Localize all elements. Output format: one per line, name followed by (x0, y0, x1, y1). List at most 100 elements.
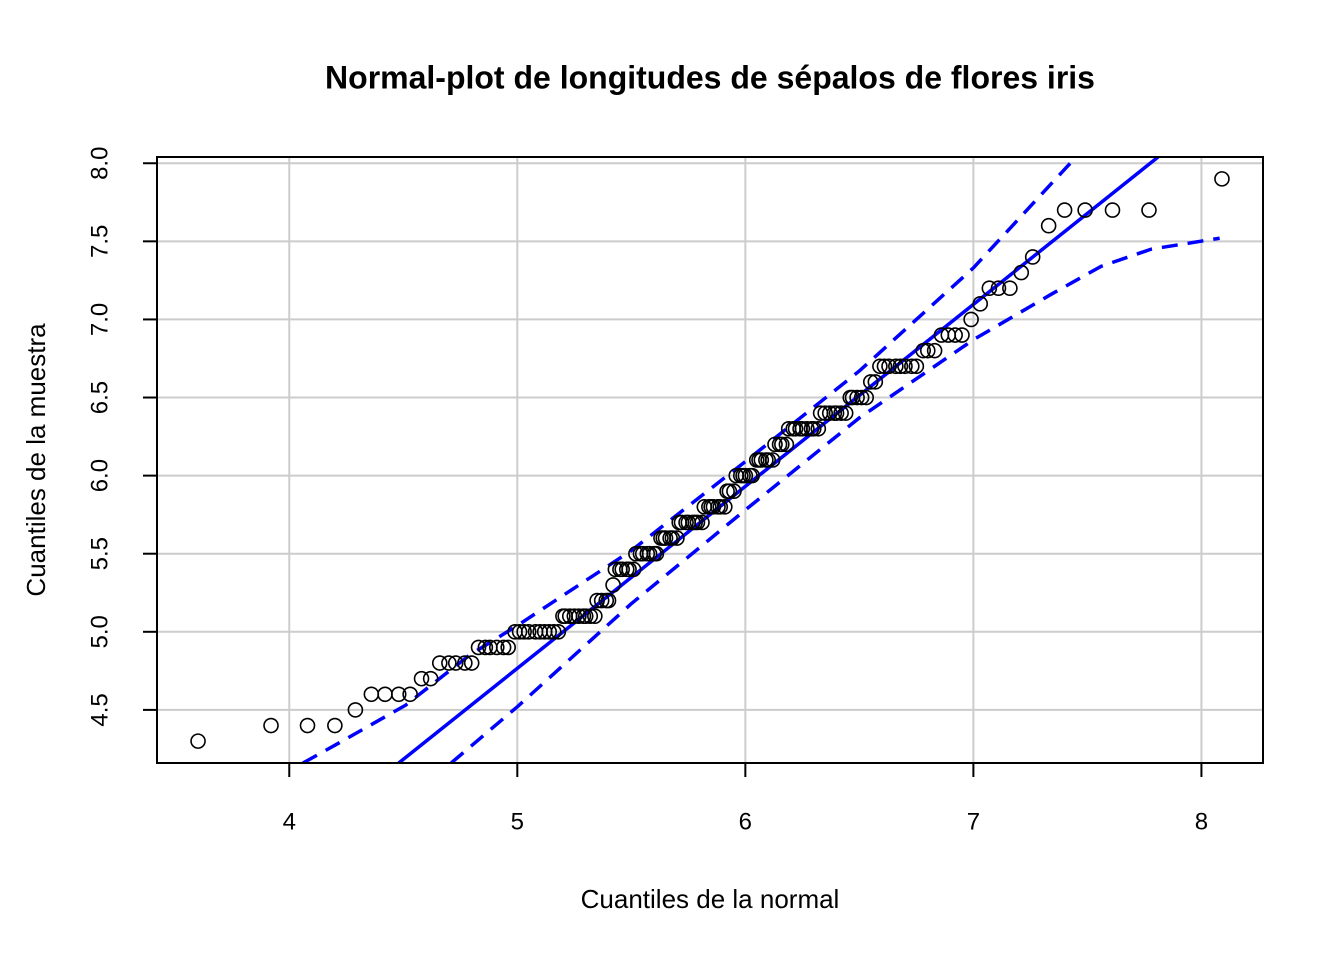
point (787, 420, 804, 437)
point (463, 655, 480, 671)
point (828, 405, 845, 421)
point (664, 530, 681, 546)
point (571, 608, 587, 624)
point (904, 358, 920, 375)
point (541, 624, 558, 640)
reference-line (397, 157, 1160, 763)
plot-frame (156, 156, 1264, 764)
point (954, 327, 970, 343)
confidence-envelope (450, 236, 1220, 763)
point (582, 608, 599, 624)
point (1002, 280, 1018, 296)
x-tick-label: 6 (739, 808, 752, 835)
point (621, 561, 637, 578)
x-tick-label: 5 (511, 808, 524, 835)
grid (157, 157, 1263, 763)
point (1141, 202, 1157, 218)
x-tick-label: 4 (283, 808, 296, 835)
point (760, 452, 776, 468)
point (726, 483, 742, 500)
point (888, 358, 904, 375)
point (457, 655, 473, 671)
confidence-envelope (302, 157, 1078, 763)
point (881, 358, 897, 375)
point (566, 608, 583, 624)
point (470, 639, 487, 656)
point (867, 374, 884, 390)
point (872, 358, 888, 375)
point (413, 670, 430, 687)
point (717, 499, 733, 515)
point (705, 499, 722, 515)
point (817, 405, 833, 421)
y-tick-label: 4.5 (86, 693, 113, 726)
point (926, 342, 943, 359)
point (1214, 171, 1230, 187)
point (849, 389, 865, 406)
point (778, 436, 795, 453)
point (897, 358, 913, 375)
point (500, 639, 516, 656)
point (774, 436, 790, 453)
point (694, 514, 710, 531)
point (689, 514, 706, 531)
point (511, 624, 528, 640)
point (600, 592, 617, 609)
point (876, 358, 893, 375)
y-tick-label: 7.0 (86, 303, 113, 336)
y-tick-label: 8.0 (86, 147, 113, 180)
y-tick-label: 7.5 (86, 225, 113, 258)
point (972, 296, 989, 312)
point (589, 592, 605, 609)
point (799, 420, 815, 437)
x-tick-label: 7 (967, 808, 980, 835)
point (577, 608, 594, 624)
point (837, 405, 854, 421)
point (947, 327, 963, 343)
point (862, 374, 879, 390)
point (347, 702, 364, 718)
point (963, 311, 979, 328)
point (737, 467, 754, 484)
point (402, 686, 418, 703)
point (892, 358, 909, 375)
point (605, 577, 621, 593)
point (744, 467, 760, 484)
y-tick-label: 5.5 (86, 537, 113, 570)
point (520, 624, 537, 640)
point (833, 405, 849, 421)
points (190, 171, 1230, 749)
point (614, 561, 631, 578)
point (981, 280, 998, 296)
point (821, 405, 838, 421)
point (431, 655, 448, 671)
point (858, 389, 875, 406)
y-tick-label: 6.0 (86, 459, 113, 492)
point (495, 639, 512, 656)
point (587, 608, 603, 624)
lines (302, 157, 1220, 763)
point (721, 483, 738, 500)
axes: 4 5 6 7 8 4.5 5.0 5.5 6.0 6.5 7.0 7.5 8.0 (86, 147, 1208, 836)
point (390, 686, 407, 703)
point (990, 280, 1007, 296)
point (299, 717, 316, 734)
point (1013, 264, 1030, 281)
point (753, 452, 770, 468)
point (593, 592, 610, 609)
point (805, 420, 822, 437)
point (641, 545, 658, 562)
point (190, 733, 206, 749)
point (908, 358, 925, 375)
point (625, 561, 642, 578)
y-tick-label: 6.5 (86, 381, 113, 414)
point (794, 420, 811, 437)
point (648, 545, 665, 562)
point (712, 499, 729, 515)
point (488, 639, 505, 656)
point (327, 717, 343, 734)
point (422, 670, 439, 687)
point (263, 717, 279, 734)
